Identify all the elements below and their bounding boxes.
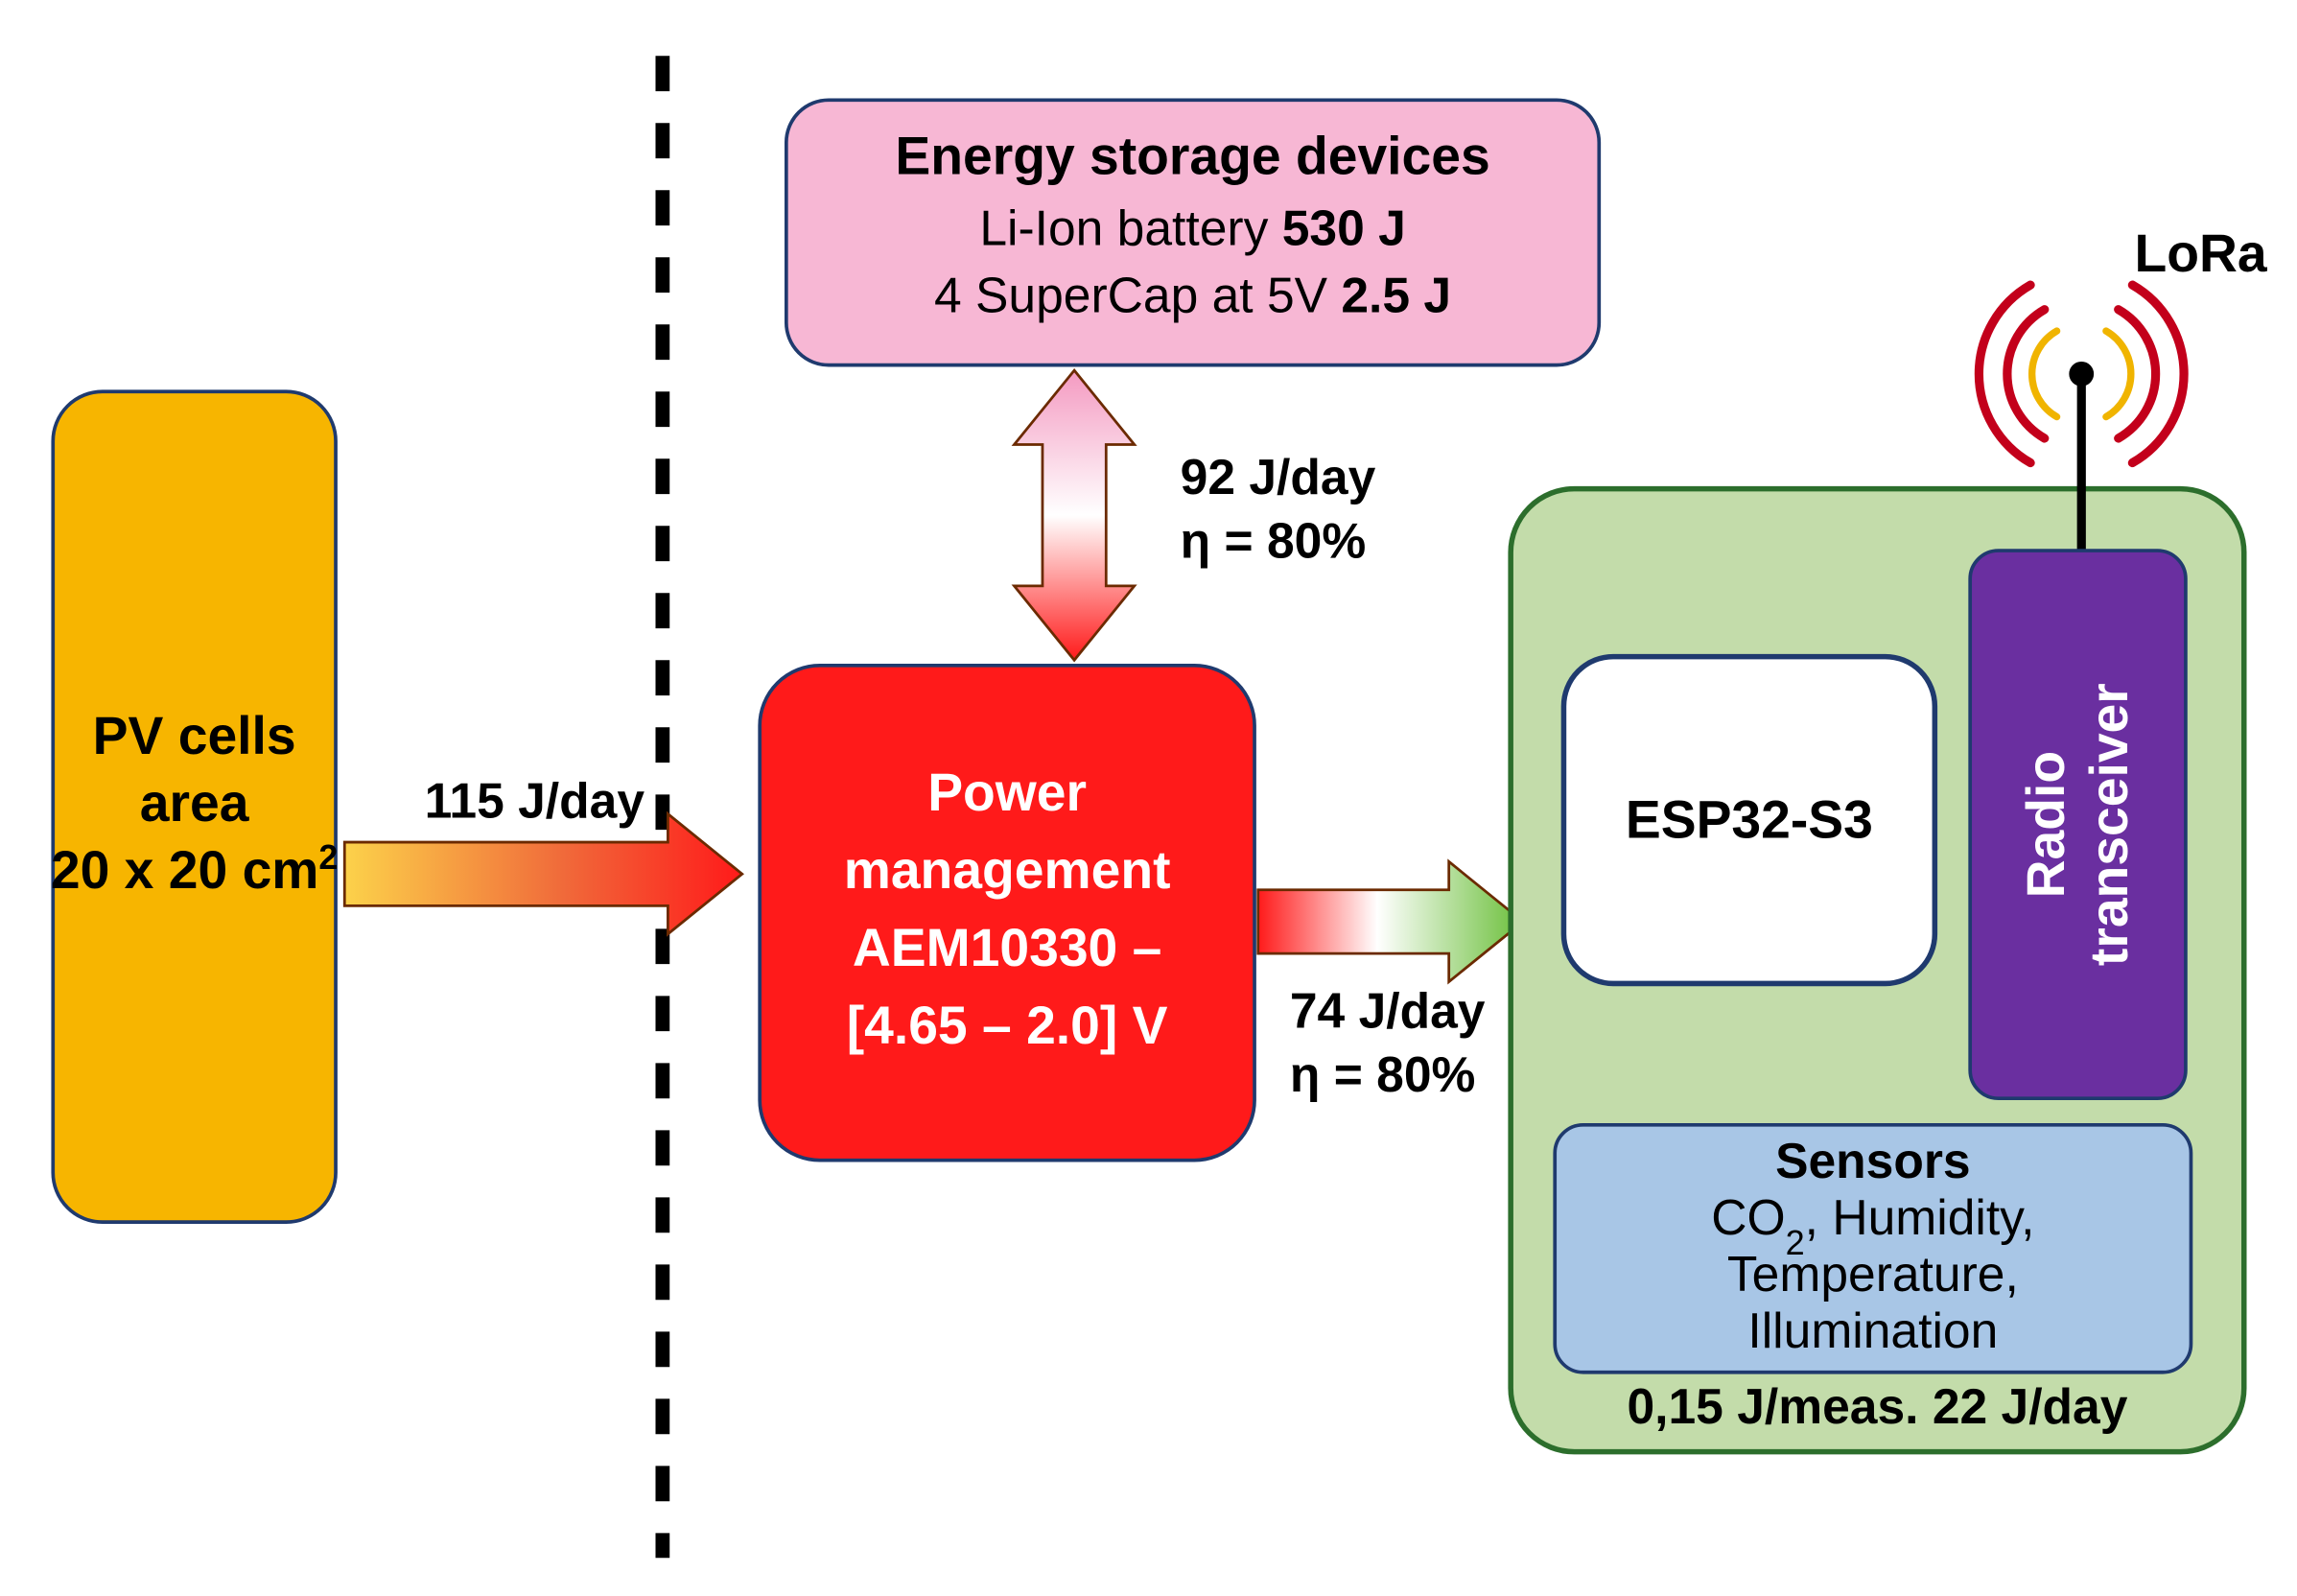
radio-box — [1970, 551, 2186, 1098]
sensors-l4: Illumination — [1747, 1303, 1998, 1358]
storage-line2: Li-Ion battery 530 J — [979, 200, 1405, 255]
radio-l1: Radio — [2016, 751, 2075, 898]
label-power-node1: 74 J/day — [1290, 983, 1486, 1039]
arrow-pv-to-power — [344, 814, 742, 934]
power-line3: AEM10330 – — [853, 918, 1162, 977]
label-power-node2: η = 80% — [1290, 1046, 1476, 1102]
storage-line3: 4 SuperCap at 5V 2.5 J — [934, 267, 1451, 322]
power-box — [760, 666, 1254, 1161]
pv-line3: 20 x 20 cm2 — [51, 836, 339, 899]
pv-line2: area — [140, 773, 250, 833]
antenna-wave-icon — [2032, 331, 2057, 416]
antenna-wave-icon — [2007, 310, 2045, 438]
power-line2: management — [844, 840, 1171, 900]
antenna-wave-icon — [2119, 310, 2156, 438]
sensors-l3: Temperature, — [1727, 1246, 2019, 1302]
arrow-power-to-node — [1258, 861, 1523, 981]
lora-label: LoRa — [2135, 223, 2268, 283]
storage-title: Energy storage devices — [895, 127, 1489, 186]
power-line4: [4.65 – 2.0] V — [847, 996, 1168, 1055]
esp32-label: ESP32-S3 — [1626, 789, 1873, 849]
arrow-storage-power — [1014, 370, 1134, 660]
sensors-title: Sensors — [1775, 1133, 1971, 1188]
radio-l2: transceiver — [2079, 683, 2139, 966]
antenna-wave-icon — [2106, 331, 2131, 416]
label-storage-flow2: η = 80% — [1181, 512, 1367, 568]
power-line1: Power — [927, 763, 1087, 822]
pv-title: PV cells — [93, 706, 296, 765]
label-pv-to-power: 115 J/day — [425, 772, 645, 828]
node-footer: 0,15 J/meas. 22 J/day — [1627, 1378, 2127, 1434]
antenna-dot — [2069, 362, 2094, 387]
label-storage-flow1: 92 J/day — [1181, 449, 1376, 505]
